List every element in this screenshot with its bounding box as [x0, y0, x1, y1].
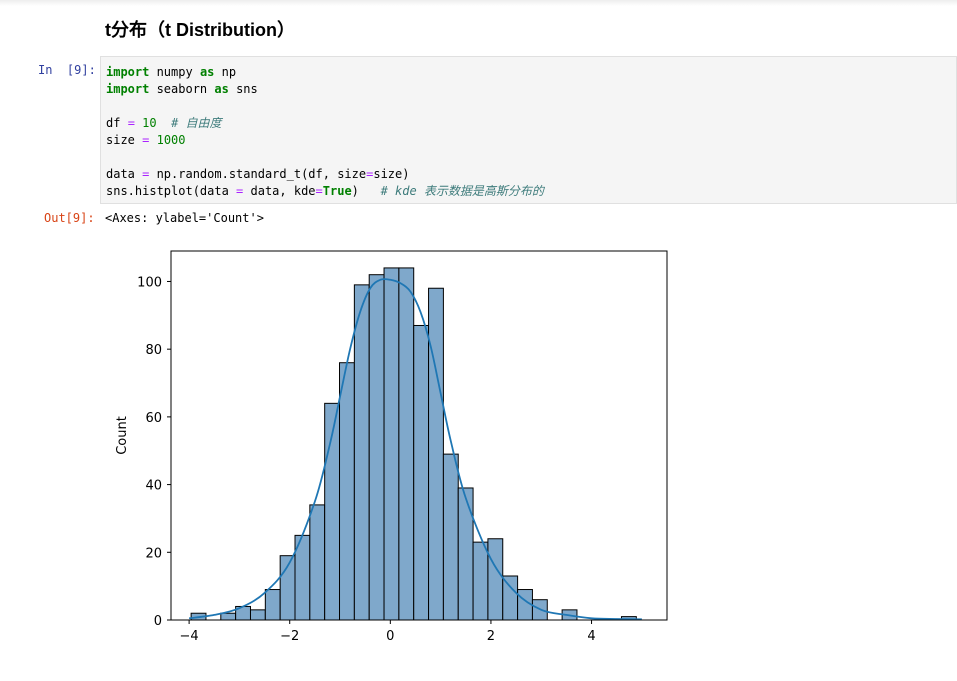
code-token: sns	[228, 82, 258, 96]
histogram-bar	[220, 612, 237, 621]
x-tick-label: −2	[280, 629, 299, 644]
y-axis-label: Count	[115, 416, 130, 455]
code-token: seaborn	[149, 82, 215, 96]
x-tick-label: 2	[487, 629, 495, 644]
markdown-heading: t分布（t Distribution）	[105, 20, 295, 40]
y-tick-label: 100	[137, 275, 162, 290]
histogram-bar	[264, 589, 281, 621]
y-tick-label: 20	[145, 546, 162, 561]
code-line: df = 10 # 自由度	[106, 115, 544, 132]
code-cell-editor[interactable]: import numpy as np import seaborn as sns d…	[100, 56, 957, 204]
code-token: data	[106, 167, 143, 181]
code-token: 1000	[156, 133, 186, 147]
x-tick-label: 0	[386, 629, 394, 644]
code-line: data = np.random.standard_t(df, size=siz…	[106, 166, 544, 183]
histogram-bar	[249, 609, 266, 621]
kde-line	[188, 278, 642, 621]
code-token: numpy	[149, 65, 200, 79]
code-token: as	[199, 65, 215, 79]
x-tick-label: −4	[180, 629, 199, 644]
code-token: as	[214, 82, 229, 96]
output-prompt: Out[9]:	[44, 211, 95, 225]
code-line: import numpy as np	[106, 64, 544, 81]
y-tick-label: 40	[145, 479, 162, 494]
code-token: import	[106, 82, 150, 96]
y-tick-label: 60	[145, 411, 162, 426]
histogram-bar	[457, 487, 474, 621]
histogram-bar	[339, 362, 355, 621]
code-token: =	[366, 167, 374, 181]
histogram-bar	[309, 504, 326, 621]
code-token: data, kde	[243, 184, 316, 198]
code-token: # kde 表示数据是高斯分布的	[380, 184, 544, 198]
histogram-bar	[502, 575, 519, 621]
histogram-bar	[442, 453, 459, 621]
histogram-bar	[383, 267, 400, 621]
code-block[interactable]: import numpy as np import seaborn as sns d…	[106, 64, 544, 200]
code-token: size	[106, 133, 143, 147]
histogram-bar	[353, 284, 370, 621]
code-token: np.random.standard_t(df, size	[149, 167, 367, 181]
code-token: =	[142, 133, 150, 147]
histogram-bar	[398, 267, 415, 621]
code-token	[157, 116, 171, 130]
code-token: =	[127, 116, 135, 130]
code-token: =	[142, 167, 150, 181]
code-line: size = 1000	[106, 132, 544, 149]
plot-frame	[170, 250, 668, 621]
code-token: 10	[142, 116, 157, 130]
code-token: size)	[373, 167, 410, 181]
code-token: )	[351, 184, 381, 198]
histogram-bar	[472, 541, 489, 621]
y-tick-label: 80	[145, 343, 162, 358]
code-token: =	[236, 184, 244, 198]
code-line: sns.histplot(data = data, kde=True) # kd…	[106, 183, 544, 200]
histogram-bar	[428, 287, 444, 621]
code-token: # 自由度	[171, 116, 222, 130]
output-text: <Axes: ylabel='Count'>	[105, 211, 264, 225]
code-token: =	[315, 184, 323, 198]
code-line	[106, 98, 544, 115]
code-token: df	[106, 116, 128, 130]
histogram-bar	[487, 538, 504, 621]
histogram-bar	[413, 324, 430, 621]
x-tick-label: 4	[587, 629, 595, 644]
code-token: import	[106, 65, 150, 79]
code-line	[106, 149, 544, 166]
notebook-top-bar	[0, 0, 957, 6]
code-token: np	[214, 65, 237, 79]
histogram-bar	[368, 274, 385, 621]
input-prompt: In [9]:	[38, 63, 96, 77]
code-token: sns.histplot(data	[106, 184, 237, 198]
code-token	[149, 133, 156, 147]
code-line: import seaborn as sns	[106, 81, 544, 98]
y-tick-label: 0	[154, 614, 162, 629]
code-token: True	[322, 184, 352, 198]
